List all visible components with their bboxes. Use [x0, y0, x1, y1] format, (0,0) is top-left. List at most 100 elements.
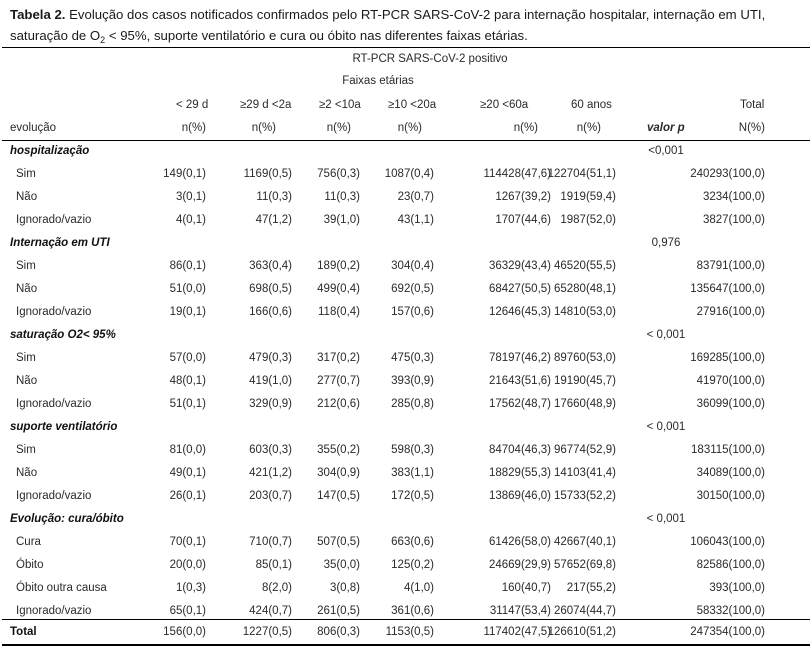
header-bottom-rule: [2, 140, 810, 141]
table-cell: 82586(100,0): [696, 559, 765, 571]
table-cell: 383(1,1): [391, 467, 434, 479]
table-cell: 3234(100,0): [702, 191, 765, 203]
total-top-rule: [2, 619, 810, 620]
header-age-2: ≥2 <10a: [319, 99, 361, 111]
table-cell: 57652(69,8): [553, 559, 616, 571]
table-cell: 285(0,8): [391, 398, 434, 410]
total-cell: 806(0,3): [317, 626, 360, 638]
table-cell: 14810(53,0): [553, 306, 616, 318]
table-cell: 710(0,7): [249, 536, 292, 548]
row-label: Ignorado/vazio: [16, 398, 92, 410]
group-title: Internação em UTI: [10, 237, 110, 249]
table-cell: 1169(0,5): [243, 168, 292, 180]
header-evolucao: evolução: [10, 122, 57, 134]
table-cell: 89760(53,0): [553, 352, 616, 364]
table-cell: 106043(100,0): [690, 536, 765, 548]
header-unit-5: n(%): [576, 122, 601, 134]
valor-p-label: valor p: [647, 122, 685, 134]
table-cell: 23(0,7): [397, 191, 434, 203]
table-cell: 26(0,1): [169, 490, 206, 502]
header-unit-4: n(%): [513, 122, 538, 134]
table-cell: 15733(52,2): [553, 490, 616, 502]
group-title: suporte ventilatório: [10, 421, 118, 433]
total-cell: 126610(51,2): [547, 626, 616, 638]
table-cell: 85(0,1): [255, 559, 292, 571]
table-cell: 31147(53,4): [489, 605, 551, 617]
table-cell: 4(1,0): [403, 582, 434, 594]
table-cell: 212(0,6): [317, 398, 360, 410]
header-unit-0: n(%): [181, 122, 206, 134]
total-label: Total: [10, 626, 37, 638]
header-age-4: ≥20 <60a: [480, 99, 529, 111]
table-cell: 19(0,1): [169, 306, 206, 318]
table-cell: 217(55,2): [566, 582, 616, 594]
table-cell: 149(0,1): [163, 168, 206, 180]
table-cell: 18829(55,3): [488, 467, 551, 479]
table-cell: 78197(46,2): [488, 352, 551, 364]
total-cell: 117402(47,5): [483, 626, 551, 638]
table-cell: 51(0,0): [169, 283, 206, 295]
caption-text-b: < 95%, suporte ventilatório e cura ou ób…: [105, 28, 528, 43]
table-cell: 83791(100,0): [696, 260, 765, 272]
row-label: Ignorado/vazio: [16, 214, 92, 226]
table-cell: 61426(58,0): [488, 536, 551, 548]
p-value: < 0,001: [646, 421, 686, 433]
table-cell: 361(0,6): [391, 605, 434, 617]
table-cell: 1919(59,4): [560, 191, 616, 203]
table-cell: 4(0,1): [175, 214, 206, 226]
table-cell: 41970(100,0): [696, 375, 765, 387]
table-bottom-rule: [2, 644, 810, 646]
table-cell: 43(1,1): [397, 214, 434, 226]
table-cell: 363(0,4): [249, 260, 292, 272]
row-label: Óbito outra causa: [16, 582, 107, 594]
table-cell: 3(0,1): [175, 191, 206, 203]
table-cell: 189(0,2): [317, 260, 360, 272]
table-cell: 46520(55,5): [553, 260, 616, 272]
table-cell: 21643(51,6): [488, 375, 551, 387]
header-unit-3: n(%): [397, 122, 422, 134]
p-value: < 0,001: [646, 513, 686, 525]
table-cell: 114428(47,6): [483, 168, 551, 180]
table-cell: 598(0,3): [391, 444, 434, 456]
table-cell: 663(0,6): [391, 536, 434, 548]
table-cell: 183115(100,0): [691, 444, 765, 456]
table-cell: 68427(50,5): [488, 283, 551, 295]
group-title: saturação O2< 95%: [10, 329, 116, 341]
row-label: Ignorado/vazio: [16, 605, 92, 617]
group-title: Evolução: cura/óbito: [10, 513, 124, 525]
table-cell: 277(0,7): [317, 375, 360, 387]
table-cell: 96774(52,9): [553, 444, 616, 456]
table-cell: 48(0,1): [169, 375, 206, 387]
table-cell: 39(1,0): [323, 214, 360, 226]
table-cell: 49(0,1): [169, 467, 206, 479]
table-cell: 1267(39,2): [495, 191, 551, 203]
table-cell: 507(0,5): [317, 536, 360, 548]
row-label: Sim: [16, 444, 36, 456]
table-cell: 261(0,5): [317, 605, 360, 617]
table-cell: 1(0,3): [175, 582, 206, 594]
table-cell: 424(0,7): [249, 605, 292, 617]
table-cell: 166(0,6): [249, 306, 292, 318]
table-cell: 14103(41,4): [553, 467, 616, 479]
table-cell: 11(0,3): [256, 191, 292, 203]
table-caption: Tabela 2. Evolução dos casos notificados…: [10, 4, 810, 46]
header-age-3: ≥10 <20a: [388, 99, 437, 111]
header-age-5: 60 anos: [571, 99, 612, 111]
table-cell: 157(0,6): [391, 306, 434, 318]
caption-label: Tabela 2.: [10, 7, 66, 22]
total-cell: 156(0,0): [163, 626, 206, 638]
table-cell: 421(1,2): [249, 467, 292, 479]
table-cell: 30150(100,0): [696, 490, 765, 502]
table-cell: 13869(46,0): [488, 490, 551, 502]
row-label: Sim: [16, 260, 36, 272]
row-label: Ignorado/vazio: [16, 490, 92, 502]
row-label: Não: [16, 191, 38, 203]
row-label: Cura: [16, 536, 41, 548]
row-label: Sim: [16, 352, 36, 364]
header-unit-2: n(%): [326, 122, 351, 134]
table-cell: 329(0,9): [249, 398, 292, 410]
p-value: 0,976: [651, 237, 681, 249]
p-value: < 0,001: [646, 329, 686, 341]
table-cell: 240293(100,0): [690, 168, 765, 180]
header-age-1: ≥29 d <2a: [240, 99, 292, 111]
